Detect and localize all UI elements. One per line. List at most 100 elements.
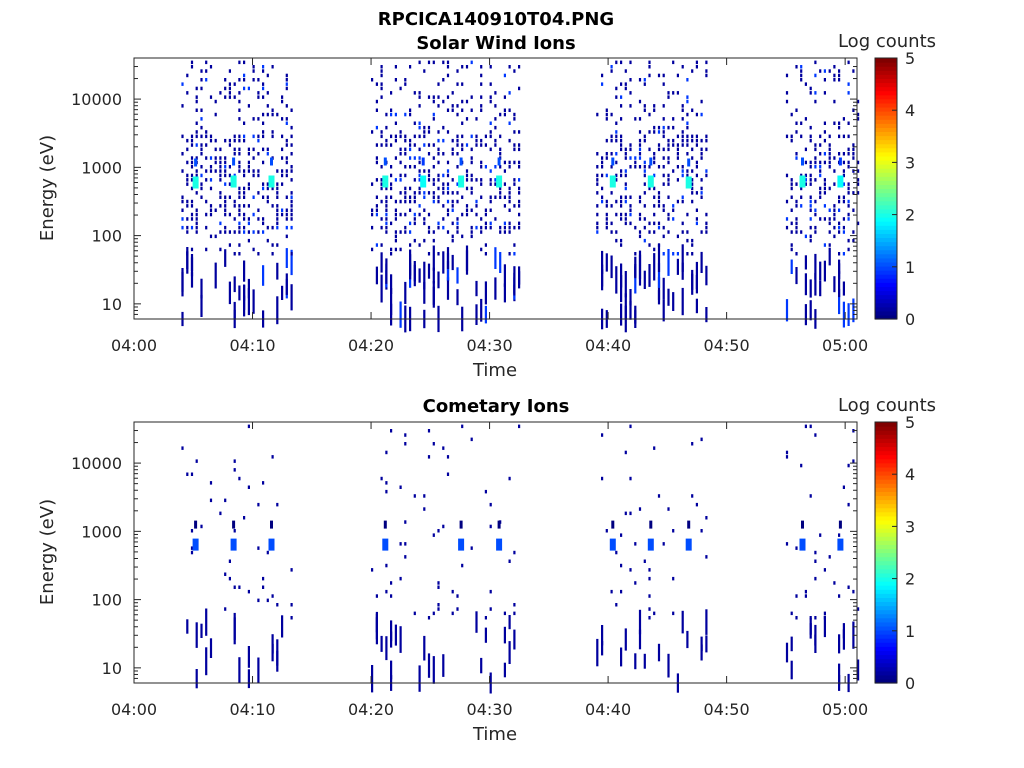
count-cell (451, 108, 454, 112)
count-cell (219, 230, 222, 234)
count-cell (262, 160, 265, 165)
count-cell (847, 134, 850, 139)
hotspot-cell (497, 157, 501, 166)
count-cell (819, 186, 822, 191)
count-cell (266, 182, 269, 186)
count-cell (181, 82, 184, 86)
colorbar-segment (875, 678, 897, 684)
count-cell (437, 252, 440, 256)
count-cell (427, 225, 431, 230)
count-cell (233, 230, 236, 234)
count-cell (681, 143, 684, 147)
count-cell (838, 208, 841, 212)
count-cell (451, 152, 454, 156)
count-cell (629, 147, 632, 152)
count-cell (809, 165, 812, 169)
count-cell (290, 568, 293, 572)
count-cell (266, 91, 269, 95)
hotspot-cell (192, 176, 199, 189)
count-cell (814, 559, 817, 563)
colorbar-segment (875, 70, 897, 75)
count-cell (375, 204, 378, 208)
count-cell (819, 195, 822, 199)
count-cell (653, 212, 656, 217)
panel-solar-wind: Solar Wind Ions Log counts 1010010001000… (37, 31, 936, 381)
count-cell (667, 230, 670, 234)
count-cell (243, 212, 246, 217)
count-cell (380, 69, 383, 73)
count-cell (228, 82, 231, 86)
count-cell (266, 550, 269, 555)
colorbar-segment (875, 654, 897, 660)
count-cell (847, 204, 850, 208)
colorbar-segment (875, 127, 897, 133)
count-cell (508, 615, 511, 630)
count-cell (195, 230, 198, 234)
count-cell (262, 95, 265, 99)
count-cell (465, 212, 469, 217)
count-cell (513, 143, 516, 147)
count-cell (605, 217, 608, 221)
count-cell (257, 78, 260, 82)
count-cell (790, 259, 793, 274)
count-cell (271, 134, 274, 139)
count-cell (233, 199, 236, 204)
count-cell (432, 165, 435, 169)
count-cell (494, 125, 497, 130)
count-cell (605, 108, 608, 112)
count-cell (847, 60, 850, 65)
count-cell (423, 494, 426, 498)
colorbar-segment (875, 621, 897, 627)
count-cell (247, 230, 250, 234)
count-cell (195, 121, 198, 125)
count-cell (247, 238, 250, 243)
count-cell (605, 204, 608, 208)
count-cell (620, 275, 623, 303)
count-cell (404, 78, 407, 82)
colorbar-segment (875, 111, 897, 116)
count-cell (795, 221, 798, 226)
count-cell (804, 304, 807, 326)
count-cell (686, 138, 689, 143)
count-cell (800, 121, 803, 125)
count-cell (404, 195, 407, 199)
count-cell (209, 208, 213, 212)
count-cell (513, 266, 516, 294)
count-cell (494, 195, 497, 199)
count-cell (266, 238, 269, 243)
count-cell (238, 160, 241, 165)
count-cell (842, 182, 845, 186)
count-cell (465, 65, 469, 69)
hotspot-cell (458, 538, 465, 551)
count-cell (432, 199, 435, 204)
count-cell (705, 169, 708, 173)
count-cell (513, 252, 516, 256)
count-cell (503, 169, 506, 173)
count-cell (648, 60, 651, 65)
count-cell (200, 623, 203, 638)
count-cell (823, 568, 826, 572)
count-cell (643, 182, 646, 186)
count-cell (823, 191, 826, 195)
colorbar-segment (875, 168, 897, 173)
count-cell (228, 138, 231, 143)
count-cell (847, 152, 850, 156)
count-cell (209, 169, 213, 173)
count-cell (823, 130, 826, 134)
count-cell (470, 546, 473, 550)
count-cell (610, 152, 613, 156)
count-cell (480, 138, 483, 143)
count-cell (413, 143, 416, 147)
count-cell (691, 494, 694, 498)
count-cell (271, 108, 274, 112)
count-cell (252, 169, 255, 173)
count-cell (281, 134, 284, 139)
count-cell (442, 138, 445, 143)
count-cell (484, 627, 487, 643)
count-cell (686, 152, 689, 156)
count-cell (271, 130, 274, 134)
count-cell (290, 225, 293, 230)
count-cell (228, 576, 231, 581)
count-cell (456, 134, 459, 139)
count-cell (281, 182, 284, 186)
